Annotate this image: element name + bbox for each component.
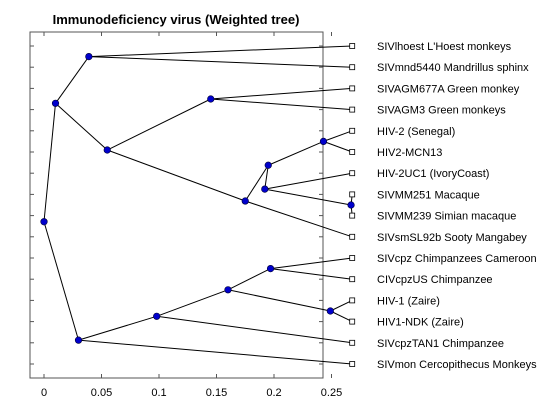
branch-n12-n11 <box>227 289 331 312</box>
leaf-label: HIV-1 (Zaire) <box>377 295 440 307</box>
x-tick-label: 0.1 <box>151 387 166 399</box>
internal-node-n4 <box>347 201 355 209</box>
branch-n8-n2 <box>107 98 211 151</box>
leaf-node-11 <box>349 276 356 283</box>
branch-n3-L5 <box>323 140 353 153</box>
leaf-node-0 <box>349 43 356 49</box>
leaf-node-8 <box>349 212 356 219</box>
internal-node-n11 <box>326 307 334 315</box>
branch-n15-n9 <box>43 103 56 222</box>
internal-node-n1 <box>85 52 93 61</box>
leaf-node-4 <box>349 127 356 134</box>
leaf-label: SIVmon Cercopithecus Monkeys <box>377 359 537 371</box>
branch-n7-n6 <box>244 164 269 202</box>
tree-nodes <box>40 43 356 367</box>
leaf-node-10 <box>349 255 356 261</box>
internal-node-n15 <box>40 218 48 226</box>
tree-branches <box>43 45 353 365</box>
leaf-label: SIVmnd5440 Mandrillus sphinx <box>377 62 529 74</box>
branch-n11-L12 <box>330 299 353 312</box>
leaf-node-6 <box>349 170 356 177</box>
branch-n15-n14 <box>43 221 79 341</box>
internal-node-n6 <box>264 161 272 169</box>
leaf-node-9 <box>349 233 356 240</box>
branch-n8-n7 <box>107 149 246 202</box>
leaf-node-13 <box>349 318 356 325</box>
leaf-label: HIV-2 (Senegal) <box>377 126 455 138</box>
leaf-label: HIV-2UC1 (IvoryCoast) <box>377 168 489 180</box>
leaf-label: HIV1-NDK (Zaire) <box>377 317 464 329</box>
leaf-label: SIVcpz Chimpanzees Cameroon <box>377 253 537 265</box>
internal-node-n13 <box>153 312 161 320</box>
leaf-node-1 <box>349 64 356 71</box>
branch-n9-n8 <box>55 102 108 151</box>
leaf-node-5 <box>349 149 356 155</box>
leaf-label: CIVcpzUS Chimpanzee <box>377 274 493 286</box>
branch-n5-L6 <box>264 172 353 190</box>
internal-node-n10 <box>266 265 275 273</box>
branch-n11-L13 <box>330 310 353 323</box>
branch-n2-L3 <box>210 98 353 111</box>
branch-n5-n4 <box>264 188 352 206</box>
x-axis: 0 0.05 0.1 0.15 0.2 0.25 <box>30 32 342 399</box>
leaf-node-15 <box>349 361 356 367</box>
branch-n10-L11 <box>270 268 353 280</box>
branch-n10-L10 <box>270 257 353 270</box>
branch-n13-n12 <box>156 289 229 317</box>
internal-node-n9 <box>51 99 60 107</box>
branch-n2-L2 <box>210 87 353 100</box>
branch-n7-L9 <box>245 200 353 238</box>
x-tick-label: 0.2 <box>266 387 281 399</box>
internal-node-n12 <box>224 286 232 294</box>
plot-area <box>29 31 324 379</box>
x-tick-label: 0.05 <box>91 387 112 399</box>
leaf-label: SIVMM239 Simian macaque <box>377 211 516 223</box>
leaf-labels: SIVlhoest L'Hoest monkeys SIVmnd5440 Mand… <box>377 41 537 371</box>
leaf-label: SIVAGM3 Green monkeys <box>377 105 506 117</box>
leaf-label: SIVlhoest L'Hoest monkeys <box>377 41 512 53</box>
branch-n1-L1 <box>88 56 353 68</box>
leaf-node-3 <box>349 106 356 113</box>
x-tick-label: 0 <box>41 387 47 399</box>
leaf-label: SIVMM251 Macaque <box>377 189 480 201</box>
branch-n13-L14 <box>156 315 353 344</box>
internal-node-n2 <box>207 95 215 103</box>
leaf-node-7 <box>349 191 356 198</box>
chart-title: Immunodeficiency virus (Weighted tree) <box>53 12 300 27</box>
leaf-label: SIVsmSL92b Sooty Mangabey <box>377 232 527 244</box>
branch-n9-n1 <box>55 56 90 104</box>
leaf-label: SIVcpzTAN1 Chimpanzee <box>377 338 504 350</box>
internal-node-n14 <box>74 336 83 344</box>
branch-n3-L4 <box>323 130 353 142</box>
branch-n6-n3 <box>268 140 324 166</box>
x-tick-label: 0.25 <box>321 387 342 399</box>
branch-n12-n10 <box>227 268 271 291</box>
leaf-node-2 <box>349 85 356 92</box>
branch-n14-n13 <box>78 315 157 341</box>
leaf-node-14 <box>349 339 356 346</box>
leaf-label: HIV2-MCN13 <box>377 147 442 159</box>
leaf-label: SIVAGM677A Green monkey <box>377 83 520 95</box>
branch-n1-L0 <box>88 45 353 58</box>
internal-node-n7 <box>241 197 249 205</box>
branch-n14-L15 <box>78 339 353 365</box>
internal-node-n8 <box>103 146 111 154</box>
leaf-node-12 <box>349 297 356 304</box>
branch-n6-n5 <box>264 165 269 190</box>
x-tick-label: 0.15 <box>206 387 227 399</box>
internal-node-n5 <box>261 185 269 193</box>
internal-node-n3 <box>319 137 328 145</box>
